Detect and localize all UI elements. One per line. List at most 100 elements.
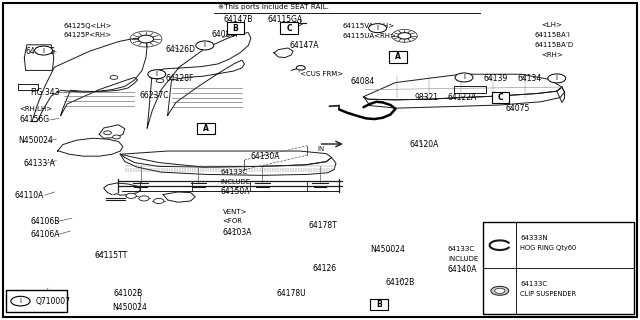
Text: B: B	[376, 300, 381, 309]
Text: 64178U: 64178U	[276, 289, 306, 298]
Circle shape	[196, 41, 214, 50]
Text: <FOR: <FOR	[223, 219, 243, 224]
Circle shape	[104, 131, 111, 135]
Text: FIG.343: FIG.343	[31, 88, 60, 97]
Circle shape	[35, 46, 52, 55]
Circle shape	[369, 24, 387, 33]
Circle shape	[398, 33, 411, 39]
Text: 64126: 64126	[312, 264, 337, 273]
Bar	[370, 299, 388, 310]
Text: I: I	[42, 48, 45, 53]
Text: A640001757: A640001757	[583, 306, 632, 315]
Text: 64102B: 64102B	[385, 278, 415, 287]
Text: 64133C: 64133C	[520, 281, 547, 287]
Circle shape	[113, 135, 120, 139]
Text: 64130A: 64130A	[251, 152, 280, 161]
Text: 64134: 64134	[517, 74, 541, 83]
Text: I: I	[204, 43, 206, 48]
Text: <RH,LH>: <RH,LH>	[19, 106, 52, 112]
Text: B: B	[233, 24, 238, 33]
Text: 64103A: 64103A	[223, 228, 252, 237]
Text: 64115GA: 64115GA	[268, 15, 303, 24]
Text: 64084: 64084	[351, 77, 375, 86]
Circle shape	[148, 70, 166, 79]
Text: 64115BA’D: 64115BA’D	[534, 43, 573, 48]
Text: 64115VA<LH>: 64115VA<LH>	[342, 23, 394, 28]
Circle shape	[110, 76, 118, 79]
Circle shape	[138, 35, 154, 43]
Circle shape	[491, 286, 509, 295]
Text: 64106B: 64106B	[31, 217, 60, 226]
Text: VENT>: VENT>	[223, 209, 247, 215]
Text: A: A	[203, 124, 209, 133]
Text: 98321: 98321	[415, 93, 439, 102]
Text: 64115BA’I: 64115BA’I	[534, 32, 570, 38]
Bar	[227, 22, 244, 34]
Text: C: C	[498, 93, 503, 102]
Text: 66237C: 66237C	[140, 92, 169, 100]
Text: INCLUDE: INCLUDE	[221, 179, 251, 185]
Circle shape	[455, 73, 473, 82]
Text: 64133C: 64133C	[221, 169, 248, 175]
Text: I: I	[463, 75, 465, 80]
Text: C: C	[287, 24, 292, 33]
Circle shape	[548, 74, 566, 83]
Text: 64085G: 64085G	[26, 47, 56, 56]
Text: 64133C: 64133C	[448, 246, 475, 252]
Text: CLIP SUSPENDER: CLIP SUSPENDER	[520, 291, 577, 297]
Circle shape	[296, 66, 305, 70]
Text: A: A	[395, 52, 401, 61]
Text: 64147A: 64147A	[289, 41, 319, 50]
Text: 64122A: 64122A	[448, 93, 477, 102]
Text: HOG RING Qty60: HOG RING Qty60	[520, 245, 577, 252]
Text: 64125Q<LH>: 64125Q<LH>	[64, 23, 113, 28]
Text: I: I	[376, 25, 379, 31]
Text: INCLUDE: INCLUDE	[448, 256, 478, 261]
Text: N450024: N450024	[18, 136, 52, 145]
Text: 64178T: 64178T	[308, 221, 337, 230]
Circle shape	[126, 193, 136, 198]
Text: IN: IN	[317, 146, 325, 152]
Bar	[6, 290, 67, 312]
Text: 64126D: 64126D	[165, 45, 195, 54]
Text: <LH>: <LH>	[541, 22, 562, 28]
Circle shape	[156, 79, 164, 83]
Text: I: I	[156, 71, 158, 77]
Text: 64156G: 64156G	[19, 116, 49, 124]
Text: 64133’A: 64133’A	[23, 159, 55, 168]
Text: 64125P<RH>: 64125P<RH>	[64, 32, 112, 38]
Circle shape	[495, 288, 505, 293]
Text: 64120A: 64120A	[410, 140, 439, 149]
Text: 64128F: 64128F	[165, 74, 193, 83]
Bar	[197, 123, 215, 134]
Text: 64333N: 64333N	[520, 235, 548, 241]
Text: 64061: 64061	[19, 296, 44, 305]
Bar	[483, 222, 634, 314]
Text: 64140A: 64140A	[448, 265, 477, 274]
Text: 64115TT: 64115TT	[95, 252, 128, 260]
Text: N450024: N450024	[370, 245, 404, 254]
Bar	[389, 51, 407, 63]
Circle shape	[11, 296, 30, 306]
Text: I: I	[19, 298, 22, 304]
Text: 64110A: 64110A	[14, 191, 44, 200]
Text: 64106A: 64106A	[31, 230, 60, 239]
Text: N450024: N450024	[112, 303, 147, 312]
Text: 64115UA<RH>: 64115UA<RH>	[342, 33, 396, 39]
Text: 64150A: 64150A	[221, 187, 250, 196]
Text: I: I	[556, 76, 558, 81]
Circle shape	[139, 196, 149, 201]
Circle shape	[150, 75, 157, 79]
Text: 64084F: 64084F	[211, 30, 240, 39]
Bar	[492, 92, 509, 103]
Text: 64102B: 64102B	[114, 289, 143, 298]
Circle shape	[154, 198, 164, 204]
Bar	[280, 22, 298, 34]
Text: 64139: 64139	[483, 74, 508, 83]
Text: 64147B: 64147B	[224, 15, 253, 24]
Text: Q710007: Q710007	[35, 297, 70, 306]
Text: <RH>: <RH>	[541, 52, 563, 58]
Text: 64075: 64075	[506, 104, 530, 113]
Text: ’<CUS FRM>: ’<CUS FRM>	[298, 71, 343, 77]
Text: ※This ports include SEAT RAIL.: ※This ports include SEAT RAIL.	[218, 4, 328, 10]
